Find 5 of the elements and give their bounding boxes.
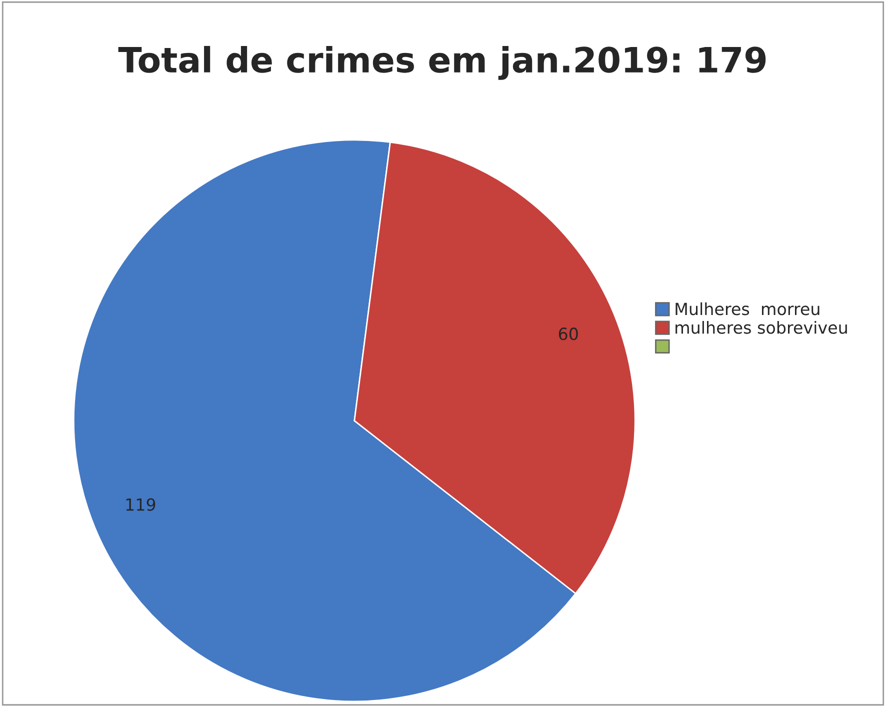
chart-title: Total de crimes em jan.2019: 179: [118, 46, 766, 80]
legend-label: Mulheres morreu: [676, 302, 820, 316]
legend-label: mulheres sobreviveu: [676, 320, 847, 334]
data-label: 60: [558, 328, 578, 340]
data-label: 119: [126, 498, 156, 511]
